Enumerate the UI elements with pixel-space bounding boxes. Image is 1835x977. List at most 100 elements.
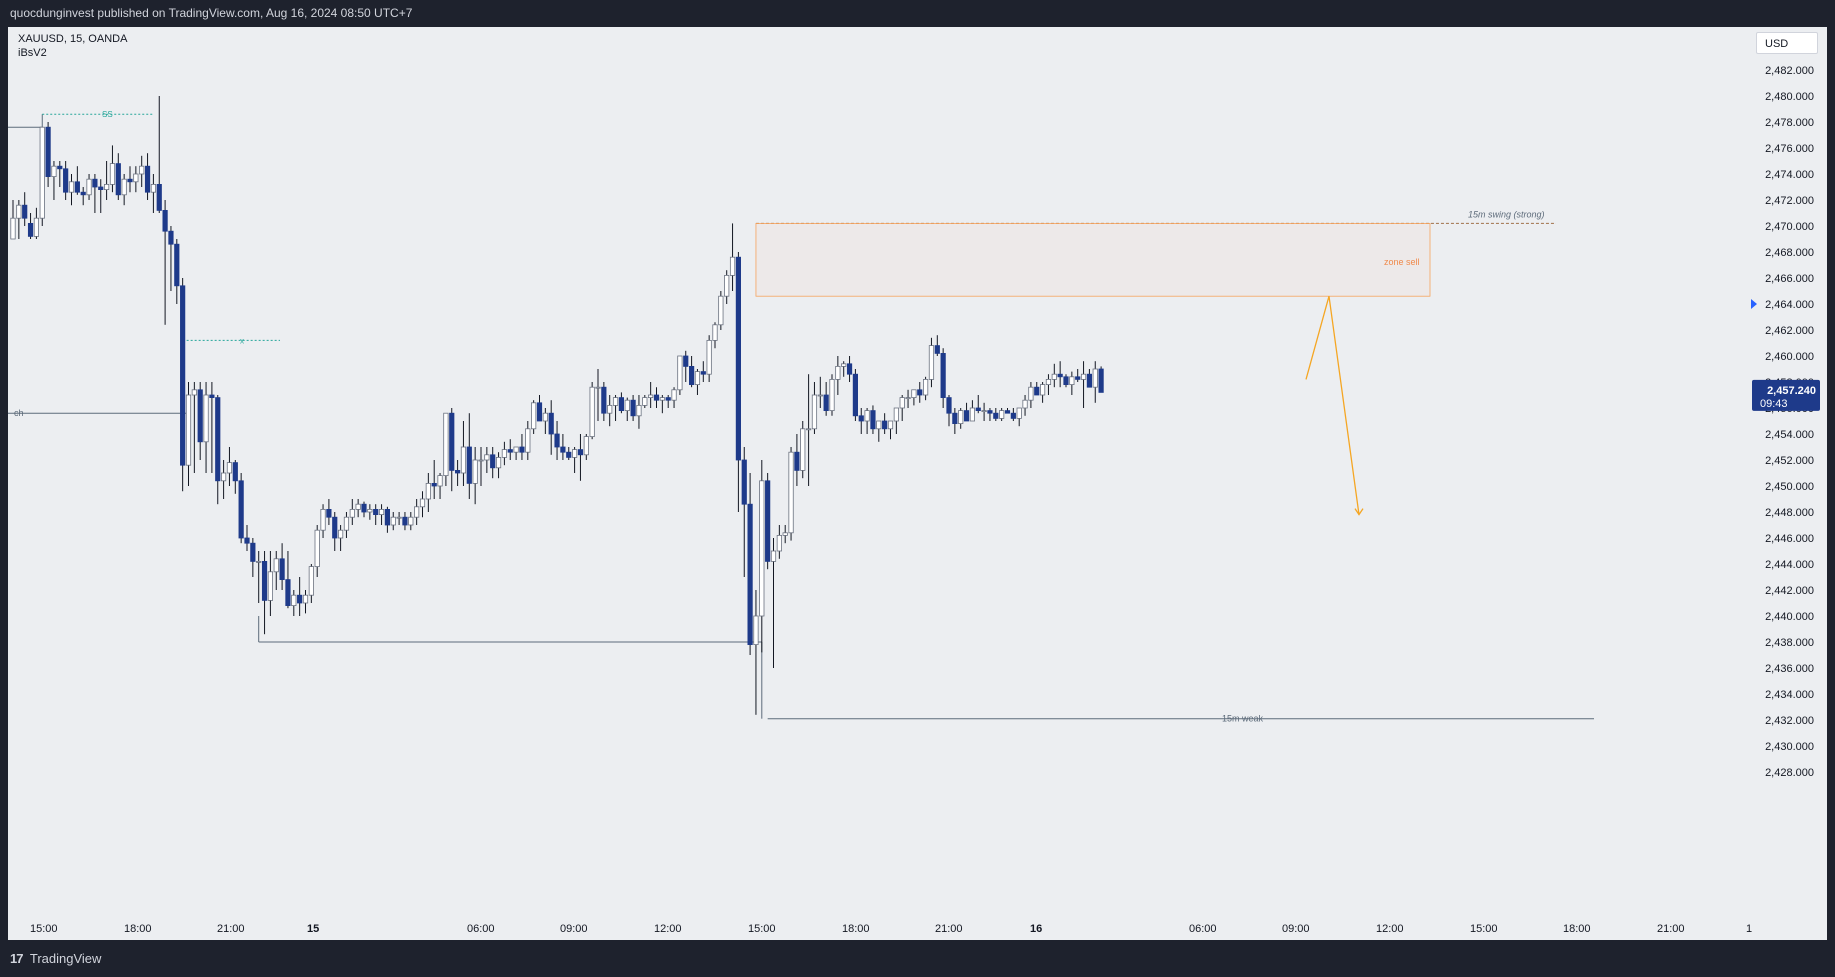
price-tick-label: 2,462.000 bbox=[1765, 325, 1814, 337]
price-chart[interactable]: 15m swing (strong) zone sell 15m weak ch SS x… bbox=[8, 27, 1827, 940]
currency-button[interactable]: USD bbox=[1756, 32, 1818, 54]
time-tick-label: 09:00 bbox=[560, 923, 588, 935]
bullish-candle bbox=[501, 449, 508, 458]
bullish-candle bbox=[718, 295, 724, 326]
bearish-candle bbox=[741, 459, 747, 505]
bearish-candle bbox=[536, 402, 543, 422]
bullish-candle bbox=[220, 472, 227, 482]
bearish-candle bbox=[22, 204, 28, 219]
bullish-candle bbox=[390, 516, 396, 526]
bearish-candle bbox=[917, 389, 923, 396]
price-tick-label: 2,448.000 bbox=[1765, 507, 1814, 519]
bullish-candle bbox=[460, 446, 467, 474]
bearish-candle bbox=[653, 394, 660, 401]
symbol-title[interactable]: XAUUSD, 15, OANDA bbox=[18, 33, 128, 45]
bullish-candle bbox=[841, 363, 847, 367]
bullish-candle bbox=[677, 355, 683, 391]
footer: 17 TradingView bbox=[0, 940, 1835, 977]
bullish-candle bbox=[1092, 368, 1098, 388]
bullish-candle bbox=[999, 410, 1005, 419]
bearish-candle bbox=[232, 462, 238, 482]
bearish-candle bbox=[846, 363, 853, 375]
bullish-candle bbox=[320, 508, 326, 531]
bullish-candle bbox=[1028, 386, 1034, 401]
bullish-candle bbox=[291, 594, 297, 607]
bullish-candle bbox=[928, 345, 935, 380]
bullish-candle bbox=[864, 410, 870, 422]
bullish-candle bbox=[671, 389, 677, 401]
bearish-candle bbox=[297, 594, 303, 604]
bearish-candle bbox=[577, 449, 584, 456]
bearish-candle bbox=[402, 516, 408, 526]
bullish-candle bbox=[51, 165, 57, 177]
current-price-badge[interactable] bbox=[1752, 379, 1820, 411]
bullish-candle bbox=[1040, 384, 1046, 396]
time-tick-label: 1 bbox=[1746, 923, 1752, 935]
bearish-candle bbox=[882, 420, 888, 430]
indicator-label[interactable]: iBsV2 bbox=[18, 47, 47, 59]
bullish-candle bbox=[624, 399, 630, 412]
bullish-candle bbox=[408, 516, 414, 526]
bearish-candle bbox=[63, 168, 69, 193]
bearish-candle bbox=[209, 394, 215, 398]
bullish-candle bbox=[1051, 373, 1057, 380]
bearish-candle bbox=[794, 451, 800, 471]
bearish-candle bbox=[285, 579, 291, 606]
bullish-candle bbox=[133, 173, 139, 183]
bearish-candle bbox=[560, 446, 566, 453]
countdown-label: 09:43 bbox=[1760, 398, 1788, 410]
bullish-candle bbox=[542, 412, 548, 422]
bearish-candle bbox=[975, 407, 981, 411]
price-tick-label: 2,444.000 bbox=[1765, 559, 1814, 571]
bullish-candle bbox=[572, 449, 578, 458]
bearish-candle bbox=[1075, 376, 1081, 380]
bearish-candle bbox=[27, 222, 34, 237]
bullish-candle bbox=[724, 274, 730, 297]
bearish-candle bbox=[747, 503, 753, 646]
bearish-candle bbox=[683, 355, 689, 367]
price-tick-label: 2,466.000 bbox=[1765, 273, 1814, 285]
bullish-candle bbox=[981, 410, 987, 413]
bearish-candle bbox=[80, 191, 86, 196]
bullish-candle bbox=[607, 404, 613, 414]
bearish-candle bbox=[870, 410, 876, 430]
time-tick-label: 16 bbox=[1030, 923, 1042, 935]
bearish-candle bbox=[326, 508, 332, 518]
bullish-candle bbox=[712, 324, 718, 341]
bullish-candle bbox=[829, 378, 835, 411]
time-tick-label: 09:00 bbox=[1282, 923, 1310, 935]
bullish-candle bbox=[776, 534, 782, 552]
time-tick-label: 21:00 bbox=[935, 923, 963, 935]
price-tick-label: 2,450.000 bbox=[1765, 481, 1814, 493]
bullish-candle bbox=[437, 475, 443, 487]
tradingview-brand[interactable]: 17 TradingView bbox=[10, 951, 101, 966]
zone-sell-label: zone sell bbox=[1384, 257, 1420, 267]
bearish-candle bbox=[1034, 386, 1040, 396]
bearish-candle bbox=[238, 480, 244, 539]
bullish-candle bbox=[753, 615, 759, 646]
bearish-candle bbox=[174, 243, 180, 287]
publish-header: quocdunginvest published on TradingView.… bbox=[0, 0, 1835, 27]
bearish-candle bbox=[244, 537, 250, 544]
chart-pane[interactable]: 15m swing (strong) zone sell 15m weak ch SS x… bbox=[8, 27, 1827, 940]
price-tick-label: 2,464.000 bbox=[1765, 299, 1814, 311]
time-tick-label: 15:00 bbox=[30, 923, 58, 935]
bullish-candle bbox=[525, 428, 531, 453]
bearish-candle bbox=[519, 446, 525, 453]
bullish-candle bbox=[203, 394, 209, 443]
bullish-candle bbox=[378, 508, 385, 515]
bullish-candle bbox=[817, 394, 823, 397]
bullish-candle bbox=[759, 480, 765, 617]
bullish-candle bbox=[706, 339, 712, 375]
bullish-candle bbox=[648, 394, 654, 398]
price-tick-label: 2,454.000 bbox=[1765, 429, 1814, 441]
bearish-candle bbox=[162, 209, 168, 232]
bearish-candle bbox=[852, 373, 859, 417]
price-tick-label: 2,440.000 bbox=[1765, 611, 1814, 623]
bearish-candle bbox=[115, 163, 121, 196]
bearish-candle bbox=[735, 256, 742, 461]
x-label: x bbox=[240, 336, 244, 345]
time-tick-label: 06:00 bbox=[1189, 923, 1217, 935]
bearish-candle bbox=[630, 399, 636, 417]
projection-arrowhead bbox=[1354, 508, 1364, 516]
